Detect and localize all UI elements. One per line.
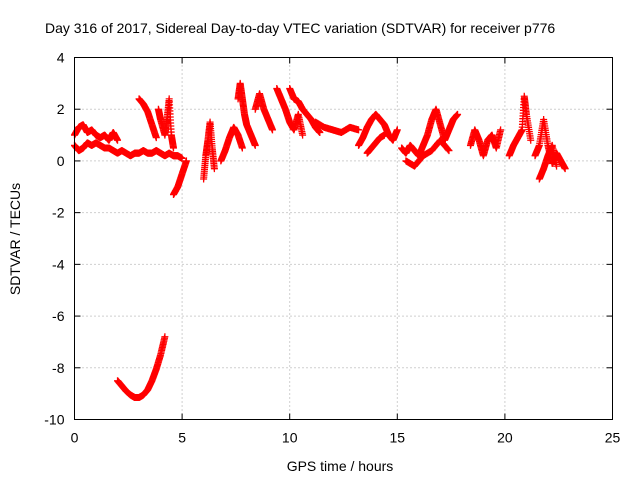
y-tick-label: 0	[57, 153, 65, 169]
data-point	[561, 165, 569, 173]
data-point	[299, 131, 307, 139]
data-point	[114, 136, 122, 144]
x-axis-label: GPS time / hours	[287, 458, 394, 474]
data-points	[71, 79, 569, 402]
data-point	[268, 126, 276, 134]
y-axis-label: SDTVAR / TECUs	[7, 183, 23, 295]
data-point	[355, 126, 363, 134]
data-point	[497, 126, 505, 134]
data-point	[238, 144, 246, 152]
data-point	[445, 147, 453, 155]
data-point	[178, 154, 186, 162]
y-tick-label: -2	[52, 205, 65, 221]
chart-title: Day 316 of 2017, Sidereal Day-to-day VTE…	[45, 20, 555, 36]
y-tick-label: -6	[52, 308, 65, 324]
x-tick-label: 0	[71, 430, 79, 446]
x-tick-label: 25	[605, 430, 621, 446]
data-point	[454, 110, 462, 118]
x-tick-label: 10	[282, 430, 298, 446]
y-tick-label: -4	[52, 256, 65, 272]
data-point	[152, 134, 160, 142]
data-point	[316, 128, 324, 136]
data-point	[182, 157, 190, 165]
data-point	[393, 126, 401, 134]
y-tick-label: 4	[57, 50, 65, 66]
data-point	[527, 136, 535, 144]
data-point	[161, 333, 169, 341]
data-point	[444, 146, 452, 154]
x-tick-label: 15	[390, 430, 406, 446]
plot-frame	[74, 57, 613, 420]
data-point	[169, 144, 177, 152]
y-tick-label: 2	[57, 101, 65, 117]
data-point	[210, 165, 218, 173]
y-tick-label: -8	[52, 360, 65, 376]
data-point	[251, 141, 259, 149]
x-tick-label: 20	[497, 430, 513, 446]
y-tick-label: -10	[44, 412, 64, 428]
data-point	[380, 131, 388, 139]
data-point	[553, 162, 561, 170]
x-tick-label: 5	[178, 430, 186, 446]
